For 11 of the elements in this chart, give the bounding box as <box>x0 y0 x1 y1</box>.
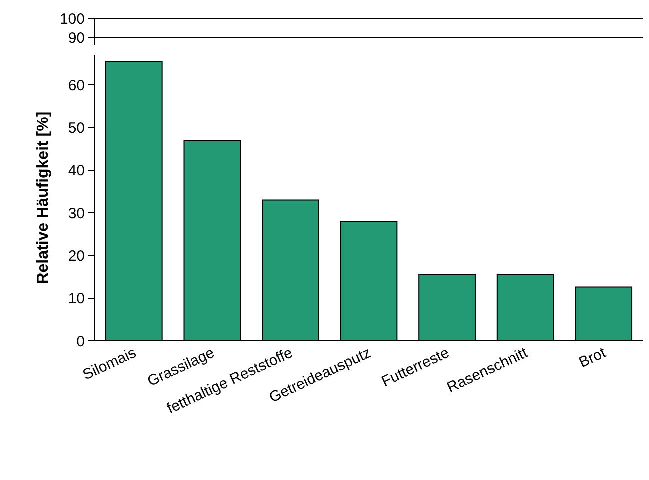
y-axis-title: Relative Häufigkeit [%] <box>35 112 52 284</box>
y-tick-label: 30 <box>68 205 85 222</box>
y-tick-label: 60 <box>68 77 85 94</box>
y-tick-label: 0 <box>76 333 85 350</box>
y-tick-label: 50 <box>68 120 85 137</box>
y-tick-label: 10 <box>68 290 85 308</box>
text: 90 <box>68 30 85 47</box>
x-tick-label: Brot <box>576 344 610 372</box>
y-tick-label: 40 <box>68 162 85 180</box>
text: 100 <box>60 11 85 28</box>
y-tick-label: 20 <box>68 248 85 265</box>
